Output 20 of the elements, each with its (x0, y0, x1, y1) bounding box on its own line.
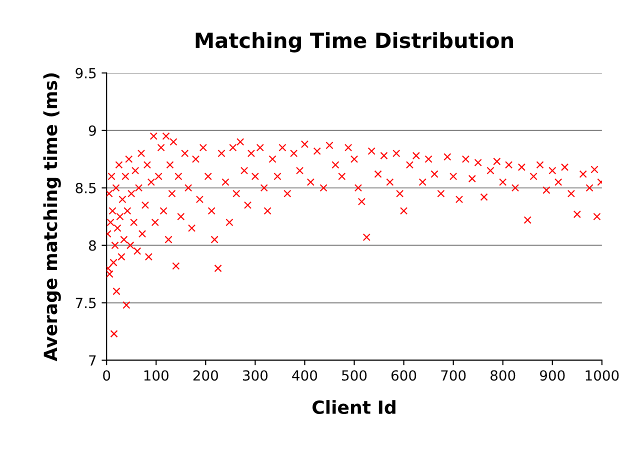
x-tick-label: 400 (292, 370, 318, 381)
x-tick-label: 800 (490, 370, 516, 381)
x-tick-label: 1000 (586, 370, 619, 381)
y-tick-label: 9 (88, 125, 96, 136)
x-tick-label: 900 (540, 370, 565, 381)
x-tick-label: 200 (193, 370, 218, 381)
y-tick-label: 9.5 (76, 68, 96, 78)
x-axis-title: Client Id (312, 400, 396, 414)
y-tick-label: 7.5 (76, 298, 96, 308)
chart-title: Matching Time Distribution (196, 32, 513, 52)
x-tick-label: 0 (103, 370, 110, 381)
x-tick-label: 600 (392, 370, 416, 381)
y-tick-label: 8 (88, 240, 96, 251)
x-tick-label: 500 (342, 370, 367, 381)
y-tick-label: 7 (89, 355, 96, 366)
y-axis-title: Average matching time (ms) (43, 73, 61, 362)
y-tick-label: 8.5 (76, 182, 96, 194)
x-tick-label: 700 (441, 370, 466, 381)
x-tick-label: 100 (144, 370, 168, 381)
x-tick-label: 300 (242, 370, 268, 381)
